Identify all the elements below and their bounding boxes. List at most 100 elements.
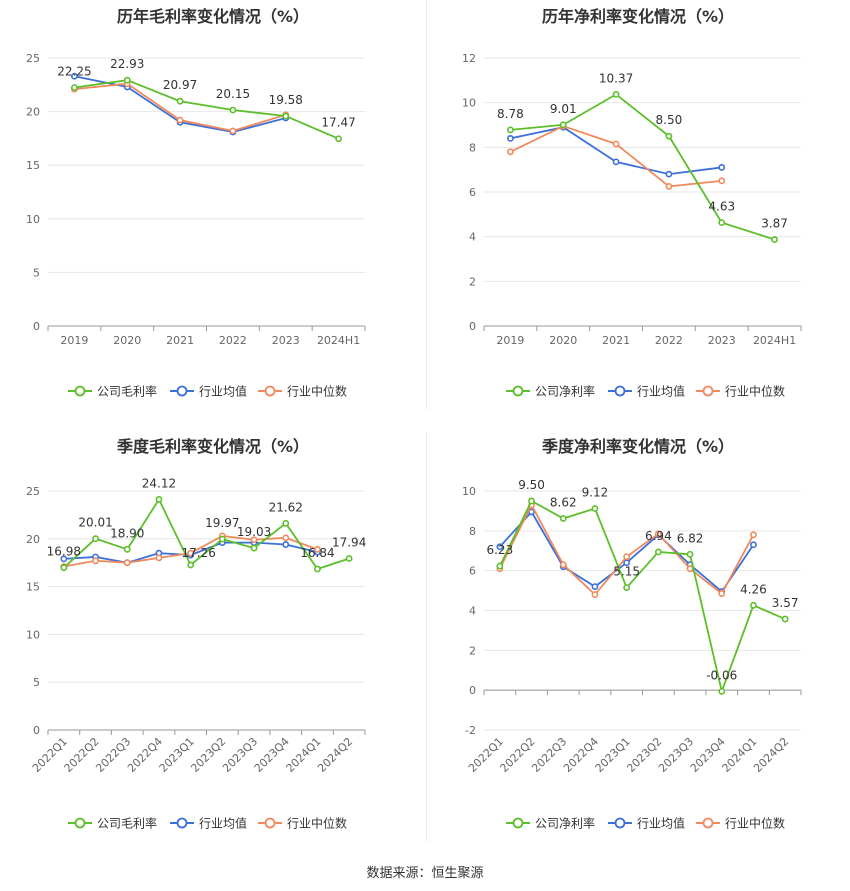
data-point-company xyxy=(623,584,631,591)
data-point-median xyxy=(665,183,673,190)
data-point-median xyxy=(591,591,599,598)
data-point-company xyxy=(559,121,567,129)
series-line-company xyxy=(63,497,350,571)
series-line-median xyxy=(510,125,722,188)
data-point-company xyxy=(591,505,599,512)
data-point-company xyxy=(71,84,78,91)
legend-item-median: 行业中位数 xyxy=(696,816,785,831)
data-source-note: 数据来源：恒生聚源 xyxy=(366,866,484,881)
data-point-median xyxy=(282,534,290,542)
y-tick-label: 0 xyxy=(469,684,476,697)
legend-item-company: 公司净利率 xyxy=(506,816,595,831)
data-point-company xyxy=(718,219,726,226)
x-tick-label: 2023 xyxy=(272,334,300,347)
data-point-company xyxy=(218,535,226,543)
x-tick-label: 2022 xyxy=(655,334,683,347)
data-label: 21.62 xyxy=(269,500,303,514)
series-line-company xyxy=(510,93,775,241)
data-point-median xyxy=(654,530,662,538)
circle-line-icon xyxy=(506,817,530,829)
series-line-company xyxy=(74,79,339,140)
data-point-avg xyxy=(282,541,290,548)
circle-line-icon xyxy=(696,385,720,397)
circle-line-icon xyxy=(170,385,194,397)
data-point-avg xyxy=(665,170,673,178)
data-label: 4.63 xyxy=(708,200,735,214)
y-tick-label: 2 xyxy=(469,275,476,288)
data-label: 8.78 xyxy=(497,107,524,121)
data-label: 22.93 xyxy=(110,57,144,71)
legend-icon-circle xyxy=(264,817,276,829)
data-label: 9.01 xyxy=(550,102,577,116)
data-point-company xyxy=(496,562,504,570)
chart-svg: 0 5 10 15 20 25 2019 2020 2021 2022 2023 2024H1 22.2… xyxy=(26,52,366,399)
legend-icon-circle xyxy=(702,385,714,397)
data-point-company xyxy=(92,535,99,543)
data-point-company xyxy=(718,687,726,695)
data-label: 9.12 xyxy=(582,486,609,500)
legend-label: 行业中位数 xyxy=(287,816,347,831)
data-point-company xyxy=(155,496,163,503)
legend-label: 公司毛利率 xyxy=(97,384,157,399)
chart-panel-annual-net: 历年净利率变化情况（%） 0 2 4 6 8 10 12 2019 2020 2021 2022 20… xyxy=(426,0,850,420)
data-label: 19.03 xyxy=(237,525,271,539)
circle-line-icon xyxy=(68,817,92,829)
legend-icon-circle xyxy=(176,385,188,397)
x-tick-label: 2024Q2 xyxy=(315,735,355,775)
data-point-median xyxy=(612,140,620,148)
y-tick-label: 5 xyxy=(33,676,40,689)
legend-label: 行业中位数 xyxy=(725,816,785,831)
y-tick-label: 20 xyxy=(26,533,40,546)
x-tick-label: 2021 xyxy=(602,334,630,347)
chart-svg: -202468102022Q12022Q22022Q32022Q42023Q12… xyxy=(462,478,802,831)
data-label: 8.62 xyxy=(550,495,577,509)
y-tick-label: 25 xyxy=(26,485,40,498)
y-tick-label: 25 xyxy=(26,52,40,65)
y-tick-label: 15 xyxy=(26,581,40,594)
data-label: 8.50 xyxy=(656,113,683,127)
circle-line-icon xyxy=(608,385,632,397)
y-tick-label: 0 xyxy=(33,724,40,737)
data-point-median xyxy=(176,116,184,124)
data-point-median xyxy=(250,536,258,544)
series-line-median xyxy=(499,502,755,596)
y-tick-label: 5 xyxy=(33,266,40,279)
y-tick-label: 12 xyxy=(462,52,476,65)
series-line-avg xyxy=(499,510,755,593)
circle-line-icon xyxy=(696,817,720,829)
data-point-median xyxy=(559,561,567,569)
circle-line-icon xyxy=(258,385,282,397)
chart-title: 历年净利率变化情况（%） xyxy=(541,7,735,26)
legend-label: 公司净利率 xyxy=(535,816,595,831)
data-label: 19.58 xyxy=(269,93,303,107)
x-tick-label: 2021 xyxy=(166,334,194,347)
x-tick-label: 2022 xyxy=(219,334,247,347)
data-point-median xyxy=(623,553,631,561)
legend-label: 公司毛利率 xyxy=(97,816,157,831)
y-tick-label: 4 xyxy=(469,605,476,618)
data-point-company xyxy=(176,97,184,105)
y-tick-label: 8 xyxy=(469,525,476,538)
data-point-company xyxy=(686,550,694,558)
data-point-median xyxy=(718,590,726,597)
x-tick-label: 2019 xyxy=(60,334,88,347)
data-label: 6.23 xyxy=(486,543,513,557)
data-point-company xyxy=(612,91,620,98)
data-label: 3.57 xyxy=(772,596,799,610)
x-tick-label: 2019 xyxy=(496,334,524,347)
legend-label: 行业均值 xyxy=(637,816,685,831)
data-label: 22.25 xyxy=(57,64,91,78)
circle-line-icon xyxy=(68,385,92,397)
data-point-avg xyxy=(750,541,757,549)
data-point-avg xyxy=(60,555,68,563)
legend-label: 行业均值 xyxy=(199,816,247,831)
legend-icon-circle xyxy=(702,817,714,829)
data-label: 17.47 xyxy=(321,116,355,130)
legend-item-company: 公司毛利率 xyxy=(68,384,157,399)
data-point-median xyxy=(507,148,514,156)
circle-line-icon xyxy=(608,817,632,829)
chart-panel-annual-gross: 历年毛利率变化情况（%） 0 5 10 15 20 25 2019 2020 2021 2022 2… xyxy=(0,0,426,420)
legend-icon-circle xyxy=(264,385,276,397)
data-label: 6.82 xyxy=(677,531,704,545)
vertical-divider-bottom xyxy=(426,432,427,842)
